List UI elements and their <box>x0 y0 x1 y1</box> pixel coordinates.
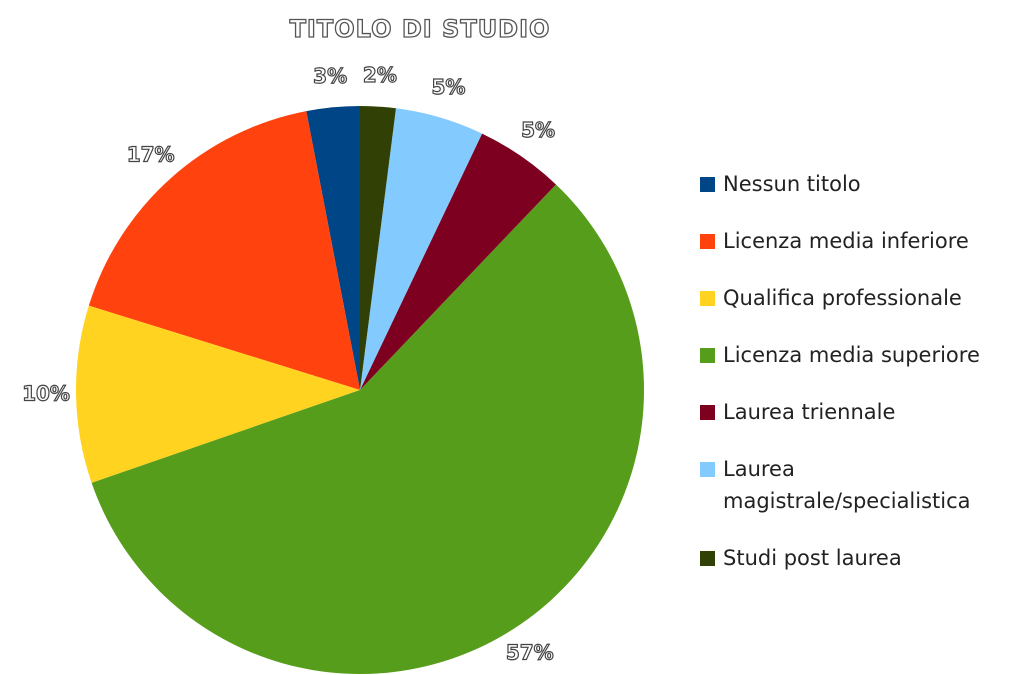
data-label: 10% <box>22 381 70 405</box>
legend-swatch <box>700 291 715 306</box>
pie-slice <box>76 305 361 483</box>
legend-label: Laurea magistrale/specialistica <box>723 457 971 513</box>
legend-label: Qualifica professionale <box>723 286 962 310</box>
chart: TITOLO DI STUDIO 3% 17% 10% 57% 5% 5% 2% <box>22 14 645 674</box>
legend-label: Laurea triennale <box>723 400 896 424</box>
legend-swatch <box>700 348 715 363</box>
legend-swatch <box>700 405 715 420</box>
chart-title: TITOLO DI STUDIO <box>290 15 551 43</box>
data-label: 17% <box>127 142 175 166</box>
data-label: 3% <box>313 64 347 88</box>
pie-slice <box>360 108 483 390</box>
legend-item: Laurea magistrale/specialistica <box>700 453 1030 517</box>
legend-swatch <box>700 462 715 477</box>
legend-item: Nessun titolo <box>700 168 1030 200</box>
legend-swatch <box>700 234 715 249</box>
pie-slice <box>306 106 360 390</box>
legend-swatch <box>700 551 715 566</box>
legend: Nessun titolo Licenza media inferiore Qual… <box>700 168 1030 574</box>
legend-item: Qualifica professionale <box>700 282 1030 314</box>
data-label: 5% <box>431 75 465 99</box>
legend-swatch <box>700 177 715 192</box>
data-label: 5% <box>521 118 555 142</box>
legend-label: Studi post laurea <box>723 546 902 570</box>
data-label: 57% <box>506 641 554 665</box>
pie-slice <box>91 184 645 674</box>
legend-label: Nessun titolo <box>723 172 861 196</box>
legend-label: Licenza media superiore <box>723 343 980 367</box>
data-label: 2% <box>363 63 397 87</box>
legend-item: Licenza media inferiore <box>700 225 1030 257</box>
legend-label: Licenza media inferiore <box>723 229 969 253</box>
legend-item: Laurea triennale <box>700 396 1030 428</box>
legend-item: Licenza media superiore <box>700 339 1030 371</box>
pie-slice <box>360 106 396 390</box>
pie-slice <box>360 133 556 391</box>
pie-slice <box>88 111 360 390</box>
legend-item: Studi post laurea <box>700 542 1030 574</box>
